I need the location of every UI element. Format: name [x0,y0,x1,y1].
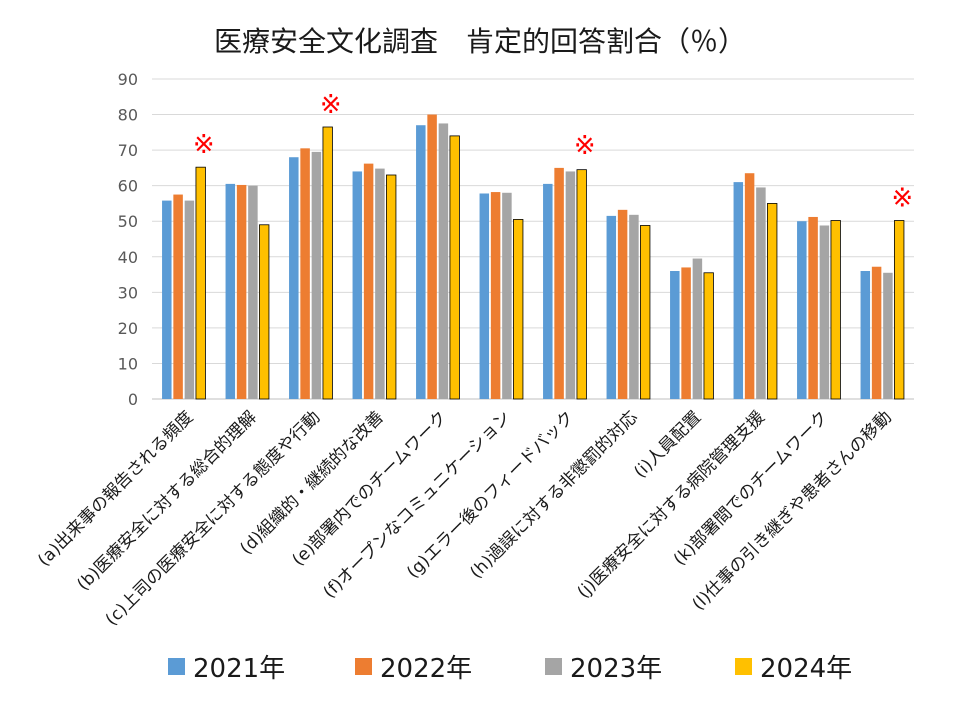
bar-2023年-8 [692,258,703,399]
bar-2021年-8 [670,271,680,399]
annotation-mark: ※ [891,184,913,214]
bar-2022年-6 [554,167,564,399]
legend-item: 2024年 [735,648,852,685]
legend-item: 2021年 [168,648,285,685]
bar-2022年-5 [490,192,501,399]
annotations: ※ ※ ※ ※ [193,90,913,214]
y-tick-label: 20 [118,319,138,338]
bar-2024年-6 [576,169,587,400]
y-tick-label: 60 [118,177,138,196]
bars [162,114,905,400]
bar-2024年-4 [449,135,460,400]
bar-2024年-7 [640,225,651,400]
bar-2022年-8 [681,267,691,399]
bar-2021年-9 [733,182,744,399]
legend-swatch [168,658,185,675]
legend-swatch [735,658,752,675]
bar-2022年-7 [617,209,628,399]
bar-2022年-0 [173,194,183,399]
y-tick-label: 80 [118,106,138,125]
y-tick-label: 30 [118,283,138,302]
bar-2023年-10 [819,225,830,399]
bar-2023年-3 [375,168,385,399]
bar-2022年-4 [427,114,437,400]
bar-2021年-7 [606,215,617,399]
y-tick-label: 0 [128,390,138,409]
bar-2023年-11 [883,272,893,399]
bar-2024年-9 [767,203,778,400]
bar-2023年-4 [438,123,449,399]
bar-2021年-0 [162,200,172,399]
bar-2021年-11 [860,271,871,399]
bar-2022年-10 [808,216,818,399]
legend-item: 2022年 [355,648,472,685]
bar-2024年-5 [513,219,524,400]
annotation-mark: ※ [193,130,215,160]
legend-label: 2023年 [570,654,663,684]
bar-2021年-3 [352,171,363,399]
bar-2023年-6 [565,171,576,399]
legend-label: 2021年 [193,654,286,684]
bar-2023年-2 [311,151,322,399]
bar-2024年-0 [195,166,206,400]
annotation-mark: ※ [320,90,342,120]
bar-2021年-1 [225,183,236,399]
bar-2021年-6 [543,183,553,399]
y-tick-label: 70 [118,141,138,160]
legend: 2021年 2022年 2023年 2024年 [0,648,960,684]
y-tick-label: 10 [118,354,138,373]
bar-2022年-1 [236,184,247,399]
bar-2022年-2 [300,148,310,399]
bar-2024年-1 [259,224,270,400]
bar-2021年-10 [797,221,807,399]
y-tick-label: 50 [118,212,138,231]
annotation-mark: ※ [574,131,596,161]
legend-item: 2023年 [545,648,662,685]
bar-2023年-7 [629,214,639,399]
legend-label: 2024年 [760,654,853,684]
bar-2023年-0 [184,200,195,399]
bar-2023年-5 [502,192,512,399]
bar-2021年-4 [416,125,426,399]
bar-2023年-1 [248,185,258,399]
bar-2021年-2 [289,157,299,399]
bar-2022年-9 [744,173,755,399]
bar-2024年-3 [386,174,397,400]
y-tick-label: 90 [118,70,138,89]
legend-swatch [545,658,562,675]
bar-2022年-3 [363,163,374,399]
gridlines [152,78,914,400]
legend-label: 2022年 [380,654,473,684]
legend-swatch [355,658,372,675]
y-tick-label: 40 [118,248,138,267]
bar-2024年-11 [894,220,905,400]
y-axis: 0 10 20 30 40 50 60 70 80 90 [118,70,138,409]
bar-2021年-5 [479,193,490,399]
bar-2024年-8 [703,272,714,400]
bar-2024年-2 [322,126,333,400]
bar-2022年-11 [871,266,882,399]
x-axis: (a)出来事の報告される頻度(b)医療安全に対する総合的理解(c)上司の医療安全… [34,407,896,629]
bar-2023年-9 [756,187,766,399]
chart-title: 医療安全文化調査 肯定的回答割合（％） [213,25,746,58]
bar-2024年-10 [830,220,841,400]
